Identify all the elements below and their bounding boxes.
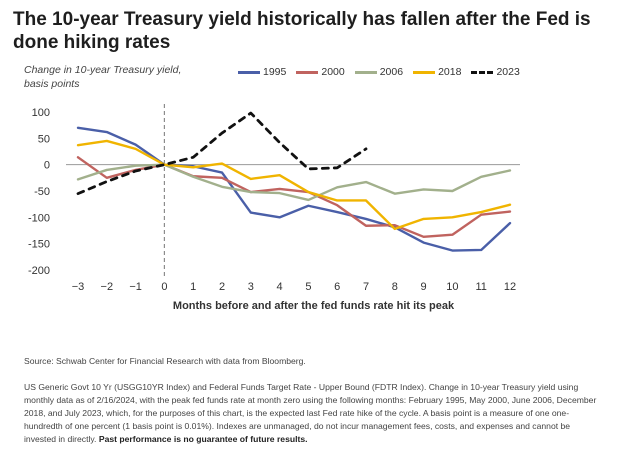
x-tick-label: 5 bbox=[305, 281, 311, 293]
x-tick-label: 6 bbox=[334, 281, 340, 293]
source-note: Source: Schwab Center for Financial Rese… bbox=[24, 356, 306, 366]
x-tick-label: 8 bbox=[392, 281, 398, 293]
legend-label-1995: 1995 bbox=[263, 66, 287, 78]
x-tick-label: 2 bbox=[219, 281, 225, 293]
legend-swatch-2018 bbox=[413, 70, 436, 74]
legend-swatch-2000 bbox=[296, 70, 319, 74]
legend-swatch-1995 bbox=[238, 70, 260, 74]
x-tick-label: 7 bbox=[363, 281, 369, 293]
chart-title: The 10-year Treasury yield historically … bbox=[13, 9, 591, 53]
chart-legend: 1995 2000 2006 2018 2023 bbox=[238, 66, 520, 78]
legend-item-2023: 2023 bbox=[471, 66, 520, 78]
footnote-text: US Generic Govt 10 Yr (USGG10YR Index) a… bbox=[24, 382, 597, 444]
y-tick-label: 50 bbox=[38, 133, 50, 145]
y-tick-label: 0 bbox=[44, 160, 50, 172]
x-tick-label: 9 bbox=[421, 281, 427, 293]
legend-label-2000: 2000 bbox=[321, 66, 345, 78]
y-tick-label: -100 bbox=[28, 212, 50, 224]
legend-item-2000: 2000 bbox=[296, 66, 345, 78]
x-tick-label: 10 bbox=[446, 281, 458, 293]
legend-label-2006: 2006 bbox=[379, 66, 404, 78]
x-tick-label: −1 bbox=[129, 281, 142, 293]
x-tick-label: 1 bbox=[190, 281, 196, 293]
x-tick-label: 0 bbox=[161, 281, 167, 293]
y-axis-label-line1: Change in 10-year Treasury yield, bbox=[24, 64, 182, 76]
series-line-2023 bbox=[76, 111, 368, 196]
y-tick-label: 100 bbox=[32, 107, 50, 119]
y-tick-label: -150 bbox=[28, 239, 50, 251]
x-tick-label: 11 bbox=[475, 281, 486, 293]
y-tick-label: -50 bbox=[34, 186, 50, 198]
legend-item-2006: 2006 bbox=[354, 66, 404, 78]
x-tick-label: 4 bbox=[277, 281, 283, 293]
x-tick-label: 3 bbox=[248, 281, 254, 293]
x-axis-label: Months before and after the fed funds ra… bbox=[172, 300, 455, 312]
footnote: US Generic Govt 10 Yr (USGG10YR Index) a… bbox=[24, 381, 604, 446]
legend-swatch-2023 bbox=[471, 70, 494, 74]
series-line-2006 bbox=[76, 163, 512, 202]
legend-swatch-2006 bbox=[354, 70, 377, 74]
legend-label-2023: 2023 bbox=[496, 66, 520, 78]
disclaimer: Past performance is no guarantee of futu… bbox=[98, 434, 308, 444]
legend-item-1995: 1995 bbox=[238, 66, 286, 78]
y-axis-label-line2: basis points bbox=[24, 78, 80, 90]
series-line-1995 bbox=[76, 126, 512, 252]
series-line-2018 bbox=[76, 139, 512, 231]
y-tick-label: -200 bbox=[28, 265, 50, 277]
x-tick-label: −2 bbox=[101, 281, 114, 293]
y-axis-label: Change in 10-year Treasury yield, basis … bbox=[24, 63, 224, 91]
x-tick-label: 12 bbox=[504, 281, 516, 293]
legend-item-2018: 2018 bbox=[413, 66, 461, 78]
x-tick-label: −3 bbox=[72, 281, 85, 293]
legend-label-2018: 2018 bbox=[438, 66, 462, 78]
